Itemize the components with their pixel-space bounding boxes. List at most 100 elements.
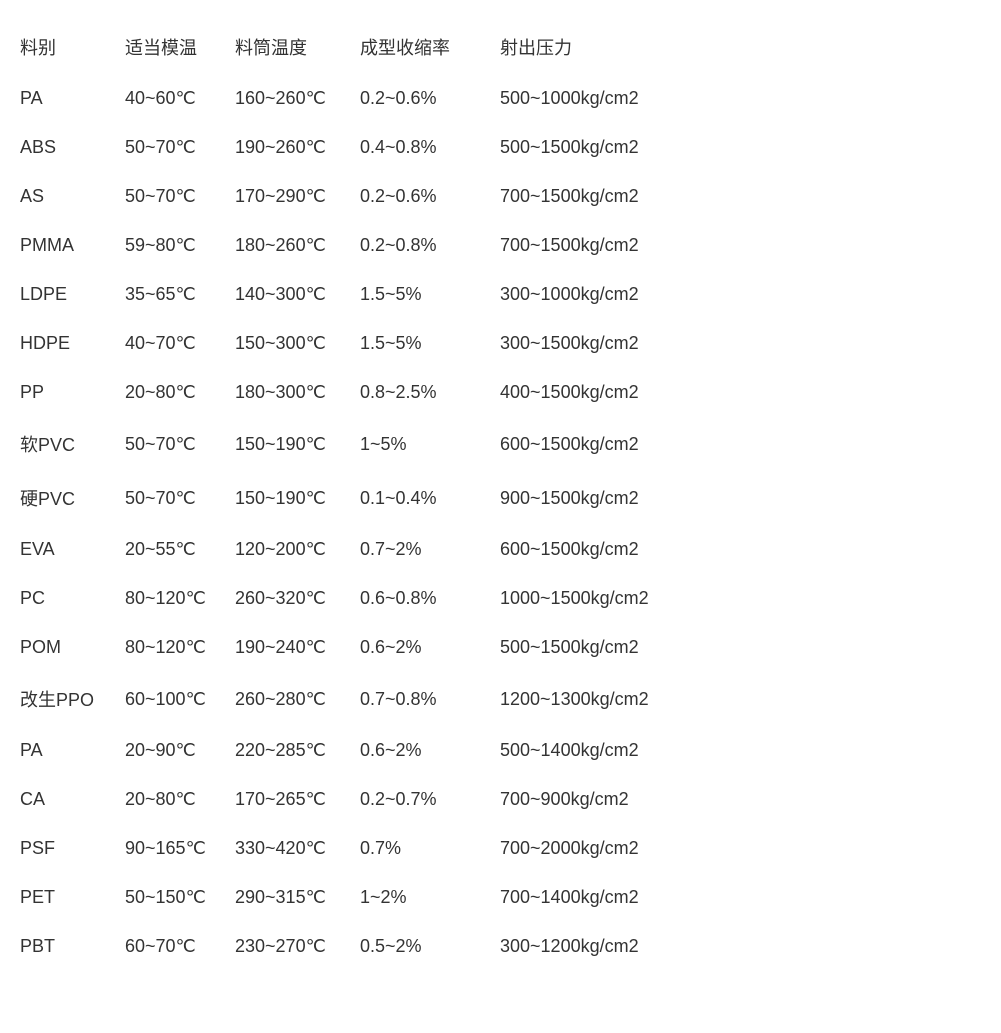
table-cell: 20~90℃ xyxy=(125,726,235,775)
table-cell: PP xyxy=(20,368,125,417)
table-cell: 0.2~0.8% xyxy=(360,221,500,270)
table-cell: PBT xyxy=(20,922,125,971)
table-row: EVA20~55℃120~200℃0.7~2%600~1500kg/cm2 xyxy=(20,525,720,574)
table-cell: 60~70℃ xyxy=(125,922,235,971)
table-cell: 400~1500kg/cm2 xyxy=(500,368,720,417)
table-cell: 150~190℃ xyxy=(235,417,360,471)
table-cell: 1000~1500kg/cm2 xyxy=(500,574,720,623)
table-cell: 硬PVC xyxy=(20,471,125,525)
table-cell: 160~260℃ xyxy=(235,74,360,123)
table-cell: 35~65℃ xyxy=(125,270,235,319)
table-cell: 80~120℃ xyxy=(125,574,235,623)
table-row: CA20~80℃170~265℃0.2~0.7%700~900kg/cm2 xyxy=(20,775,720,824)
table-row: PSF90~165℃330~420℃0.7%700~2000kg/cm2 xyxy=(20,824,720,873)
table-cell: CA xyxy=(20,775,125,824)
header-injection-pressure: 射出压力 xyxy=(500,20,720,74)
table-cell: 0.6~2% xyxy=(360,726,500,775)
table-row: ABS50~70℃190~260℃0.4~0.8%500~1500kg/cm2 xyxy=(20,123,720,172)
table-cell: 500~1500kg/cm2 xyxy=(500,123,720,172)
header-material: 料别 xyxy=(20,20,125,74)
table-cell: 0.8~2.5% xyxy=(360,368,500,417)
table-row: 硬PVC50~70℃150~190℃0.1~0.4%900~1500kg/cm2 xyxy=(20,471,720,525)
table-row: 改生PPO60~100℃260~280℃0.7~0.8%1200~1300kg/… xyxy=(20,672,720,726)
table-cell: 190~260℃ xyxy=(235,123,360,172)
table-cell: 170~265℃ xyxy=(235,775,360,824)
table-row: HDPE40~70℃150~300℃1.5~5%300~1500kg/cm2 xyxy=(20,319,720,368)
table-cell: 50~150℃ xyxy=(125,873,235,922)
table-cell: 600~1500kg/cm2 xyxy=(500,525,720,574)
table-cell: 500~1000kg/cm2 xyxy=(500,74,720,123)
table-cell: 330~420℃ xyxy=(235,824,360,873)
table-cell: PSF xyxy=(20,824,125,873)
table-row: PC80~120℃260~320℃0.6~0.8%1000~1500kg/cm2 xyxy=(20,574,720,623)
table-cell: EVA xyxy=(20,525,125,574)
table-cell: 0.2~0.6% xyxy=(360,172,500,221)
table-cell: 300~1200kg/cm2 xyxy=(500,922,720,971)
table-cell: PA xyxy=(20,74,125,123)
table-cell: 180~300℃ xyxy=(235,368,360,417)
table-cell: 20~80℃ xyxy=(125,368,235,417)
table-cell: 1.5~5% xyxy=(360,270,500,319)
table-cell: 500~1500kg/cm2 xyxy=(500,623,720,672)
table-row: AS50~70℃170~290℃0.2~0.6%700~1500kg/cm2 xyxy=(20,172,720,221)
table-cell: 220~285℃ xyxy=(235,726,360,775)
table-cell: 0.4~0.8% xyxy=(360,123,500,172)
table-cell: 50~70℃ xyxy=(125,471,235,525)
table-cell: 40~70℃ xyxy=(125,319,235,368)
table-cell: 140~300℃ xyxy=(235,270,360,319)
table-cell: 0.2~0.7% xyxy=(360,775,500,824)
table-cell: 60~100℃ xyxy=(125,672,235,726)
table-cell: ABS xyxy=(20,123,125,172)
table-cell: 190~240℃ xyxy=(235,623,360,672)
table-cell: 170~290℃ xyxy=(235,172,360,221)
table-cell: 600~1500kg/cm2 xyxy=(500,417,720,471)
table-row: PBT60~70℃230~270℃0.5~2%300~1200kg/cm2 xyxy=(20,922,720,971)
table-cell: 700~900kg/cm2 xyxy=(500,775,720,824)
table-cell: 40~60℃ xyxy=(125,74,235,123)
header-mold-temp: 适当模温 xyxy=(125,20,235,74)
table-body: PA40~60℃160~260℃0.2~0.6%500~1000kg/cm2AB… xyxy=(20,74,720,971)
table-row: PET50~150℃290~315℃1~2%700~1400kg/cm2 xyxy=(20,873,720,922)
table-cell: HDPE xyxy=(20,319,125,368)
table-cell: 260~320℃ xyxy=(235,574,360,623)
table-row: PP20~80℃180~300℃0.8~2.5%400~1500kg/cm2 xyxy=(20,368,720,417)
table-row: POM80~120℃190~240℃0.6~2%500~1500kg/cm2 xyxy=(20,623,720,672)
table-cell: 300~1500kg/cm2 xyxy=(500,319,720,368)
table-cell: 50~70℃ xyxy=(125,123,235,172)
table-cell: 0.5~2% xyxy=(360,922,500,971)
table-cell: AS xyxy=(20,172,125,221)
table-cell: 1~5% xyxy=(360,417,500,471)
table-cell: PC xyxy=(20,574,125,623)
table-row: 软PVC50~70℃150~190℃1~5%600~1500kg/cm2 xyxy=(20,417,720,471)
table-cell: 700~2000kg/cm2 xyxy=(500,824,720,873)
table-cell: 50~70℃ xyxy=(125,172,235,221)
table-row: PA20~90℃220~285℃0.6~2%500~1400kg/cm2 xyxy=(20,726,720,775)
table-cell: 120~200℃ xyxy=(235,525,360,574)
table-cell: 59~80℃ xyxy=(125,221,235,270)
table-cell: 1~2% xyxy=(360,873,500,922)
table-cell: 230~270℃ xyxy=(235,922,360,971)
table-cell: PA xyxy=(20,726,125,775)
table-row: PA40~60℃160~260℃0.2~0.6%500~1000kg/cm2 xyxy=(20,74,720,123)
table-cell: POM xyxy=(20,623,125,672)
table-cell: 软PVC xyxy=(20,417,125,471)
header-barrel-temp: 料筒温度 xyxy=(235,20,360,74)
table-cell: 改生PPO xyxy=(20,672,125,726)
table-cell: 80~120℃ xyxy=(125,623,235,672)
table-cell: 0.1~0.4% xyxy=(360,471,500,525)
table-cell: 150~300℃ xyxy=(235,319,360,368)
table-cell: 300~1000kg/cm2 xyxy=(500,270,720,319)
table-cell: 0.7~0.8% xyxy=(360,672,500,726)
material-properties-table: 料别 适当模温 料筒温度 成型收缩率 射出压力 PA40~60℃160~260℃… xyxy=(20,20,720,971)
table-row: PMMA59~80℃180~260℃0.2~0.8%700~1500kg/cm2 xyxy=(20,221,720,270)
table-cell: 500~1400kg/cm2 xyxy=(500,726,720,775)
table-cell: 0.6~0.8% xyxy=(360,574,500,623)
table-cell: LDPE xyxy=(20,270,125,319)
table-cell: 0.6~2% xyxy=(360,623,500,672)
table-cell: 1.5~5% xyxy=(360,319,500,368)
table-cell: 0.7% xyxy=(360,824,500,873)
header-shrinkage: 成型收缩率 xyxy=(360,20,500,74)
table-header-row: 料别 适当模温 料筒温度 成型收缩率 射出压力 xyxy=(20,20,720,74)
table-cell: 700~1400kg/cm2 xyxy=(500,873,720,922)
table-cell: 290~315℃ xyxy=(235,873,360,922)
